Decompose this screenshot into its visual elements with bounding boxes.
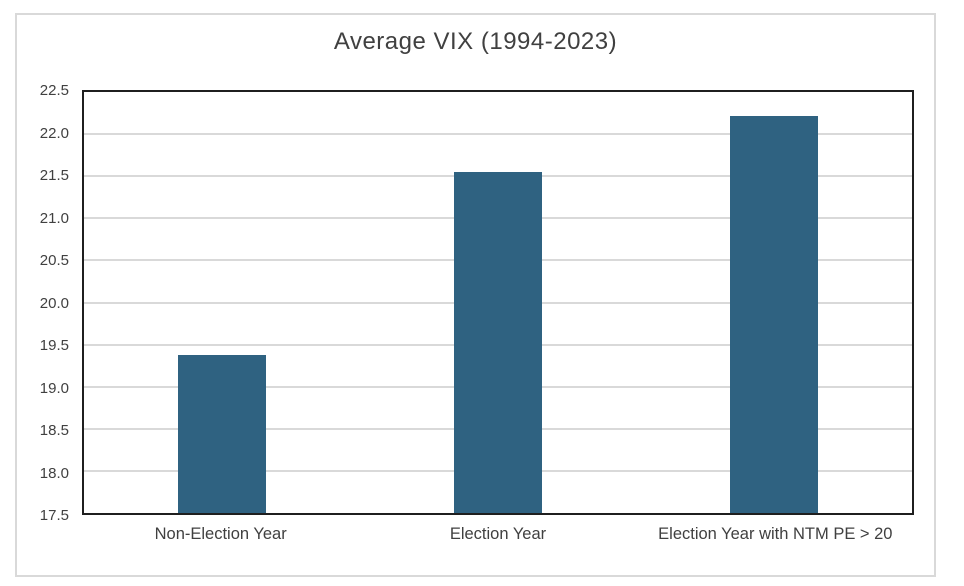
y-tick-label: 21.5 [39, 167, 69, 184]
y-tick-label: 22.5 [39, 82, 69, 99]
y-tick-label: 22.0 [39, 124, 69, 142]
bar-non-election-year [178, 354, 266, 513]
y-tick-label: 21.0 [39, 209, 69, 227]
chart-title: Average VIX (1994-2023) [333, 28, 618, 55]
bar-election-year [454, 172, 542, 513]
chart-frame: Average VIX (1994-2023) 22.5 22.0 21.5 21.0… [15, 13, 936, 577]
y-tick-label: 19.0 [39, 379, 69, 397]
gridline [84, 133, 912, 136]
y-tick-label: 18.5 [39, 422, 69, 439]
y-tick-label: 19.5 [39, 337, 69, 354]
bar-election-year-with-ntm-pe-20 [730, 115, 818, 513]
y-tick-label: 20.0 [39, 294, 69, 312]
category-label-election-year-with-ntm-pe-20: Election Year with NTM PE > 20 [658, 525, 893, 543]
plot-area [82, 90, 914, 515]
y-tick-label: 18.0 [39, 464, 69, 482]
x-axis: Non-Election Year Election Year Election Y… [82, 523, 914, 545]
category-label-election-year: Election Year [449, 525, 547, 543]
y-tick-label: 17.5 [39, 507, 69, 524]
y-tick-label: 20.5 [39, 252, 69, 269]
category-label-non-election-year: Non-Election Year [154, 525, 287, 543]
